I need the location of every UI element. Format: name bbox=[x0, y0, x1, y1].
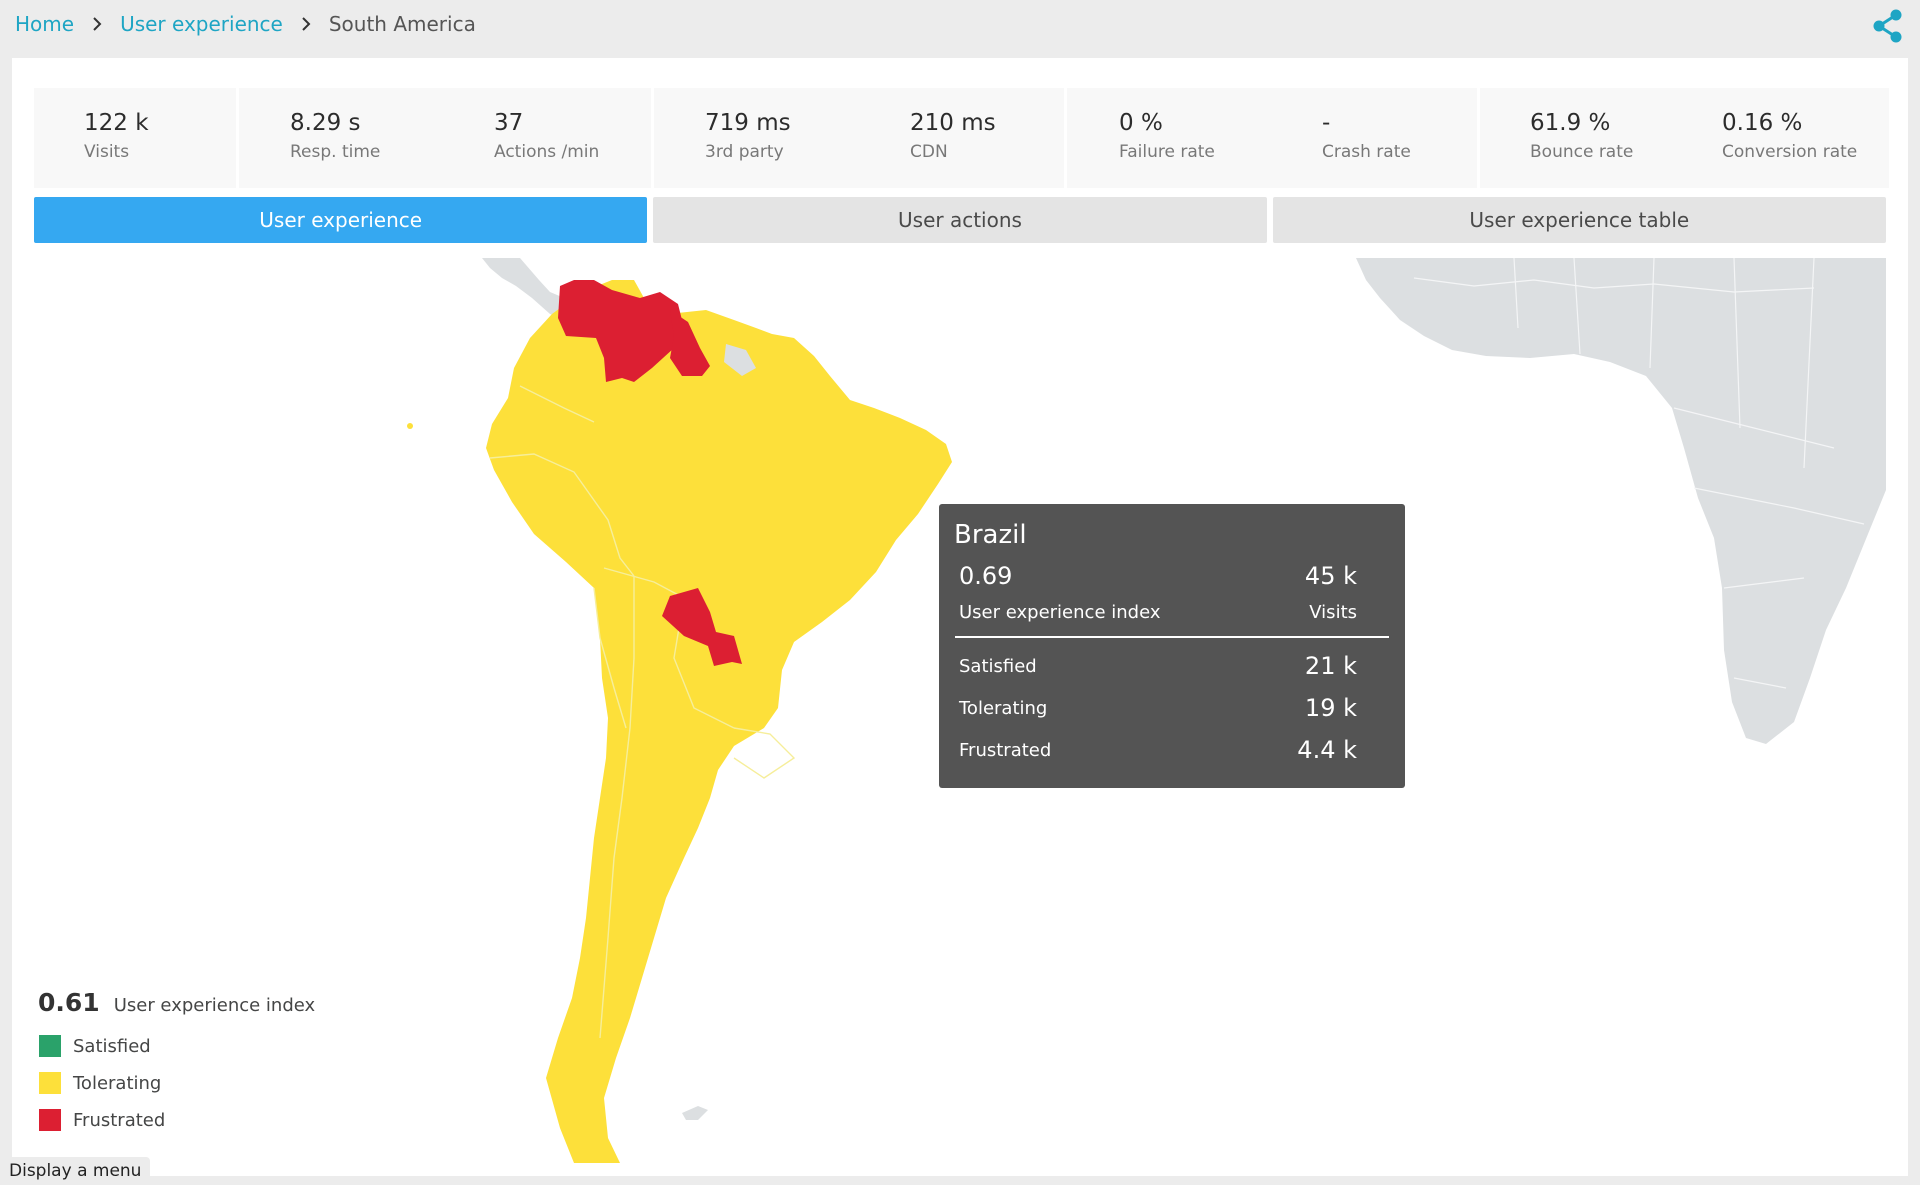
tooltip-summary-values: 0.69 45 k bbox=[959, 562, 1357, 590]
metric-label: 3rd party bbox=[705, 142, 784, 162]
metric-value: 0.16 % bbox=[1722, 110, 1803, 136]
tooltip-row-value: 4.4 k bbox=[1297, 736, 1357, 764]
map-region-falklands bbox=[682, 1106, 708, 1120]
metrics-bar: 122 k Visits 8.29 s Resp. time 37 Action… bbox=[34, 88, 1889, 188]
map-region-galapagos bbox=[407, 423, 413, 429]
legend-index-value: 0.61 bbox=[38, 988, 100, 1017]
metric-value: 0 % bbox=[1119, 110, 1163, 136]
metric-value: 37 bbox=[494, 110, 524, 136]
tooltip-row-label: Tolerating bbox=[959, 697, 1048, 719]
legend: 0.61 User experience index Satisfied Tol… bbox=[38, 988, 315, 1146]
world-map[interactable] bbox=[34, 258, 1886, 1163]
map-africa-borders bbox=[1413, 258, 1865, 689]
share-icon[interactable] bbox=[1870, 8, 1904, 44]
metric-actions-per-min[interactable]: 37 Actions /min bbox=[445, 88, 651, 188]
metric-failure-rate[interactable]: 0 % Failure rate bbox=[1067, 88, 1272, 188]
tooltip-row-tolerating: Tolerating 19 k bbox=[959, 694, 1357, 722]
metric-crash-rate[interactable]: - Crash rate bbox=[1272, 88, 1477, 188]
metric-cdn[interactable]: 210 ms CDN bbox=[859, 88, 1064, 188]
metric-label: Actions /min bbox=[494, 142, 600, 162]
metric-resp-time[interactable]: 8.29 s Resp. time bbox=[239, 88, 445, 188]
map-region-africa bbox=[1356, 258, 1886, 744]
tab-user-experience-table[interactable]: User experience table bbox=[1272, 197, 1886, 243]
map-region-south-america bbox=[486, 280, 952, 1163]
metric-label: Conversion rate bbox=[1722, 142, 1858, 162]
metric-label: Resp. time bbox=[290, 142, 381, 162]
metric-label: CDN bbox=[910, 142, 948, 162]
tooltip-summary-labels: User experience index Visits bbox=[959, 602, 1357, 623]
tooltip-visits-label: Visits bbox=[1309, 602, 1357, 623]
legend-label: Tolerating bbox=[73, 1072, 162, 1094]
breadcrumb: Home User experience South America bbox=[15, 12, 476, 36]
map-canvas bbox=[407, 258, 1886, 1163]
map-region-french-guiana bbox=[724, 344, 756, 376]
legend-swatch-tolerating bbox=[39, 1072, 61, 1094]
legend-item-frustrated: Frustrated bbox=[38, 1109, 315, 1131]
legend-label: Frustrated bbox=[73, 1109, 166, 1131]
display-menu-button[interactable]: Display a menu bbox=[0, 1157, 151, 1185]
tooltip-row-label: Frustrated bbox=[959, 739, 1052, 761]
view-tabs: User experience User actions User experi… bbox=[34, 197, 1886, 243]
top-bar: Home User experience South America bbox=[0, 0, 1920, 54]
tooltip-visits-value: 45 k bbox=[1304, 562, 1357, 590]
legend-swatch-frustrated bbox=[39, 1109, 61, 1131]
tooltip-row-value: 19 k bbox=[1304, 694, 1357, 722]
map-region-guyana bbox=[670, 310, 710, 376]
main-panel: 122 k Visits 8.29 s Resp. time 37 Action… bbox=[12, 58, 1908, 1176]
metric-3rd-party[interactable]: 719 ms 3rd party bbox=[654, 88, 859, 188]
metric-group-visits: 122 k Visits bbox=[34, 88, 236, 188]
tooltip-row-frustrated: Frustrated 4.4 k bbox=[959, 736, 1357, 764]
tooltip-row-satisfied: Satisfied 21 k bbox=[959, 652, 1357, 680]
legend-label: Satisfied bbox=[73, 1035, 151, 1057]
metric-label: Visits bbox=[84, 142, 130, 162]
tab-user-experience[interactable]: User experience bbox=[34, 197, 648, 243]
chevron-right-icon bbox=[93, 17, 102, 31]
tab-user-actions[interactable]: User actions bbox=[653, 197, 1267, 243]
tooltip-divider bbox=[955, 636, 1389, 638]
metric-value: - bbox=[1322, 110, 1331, 136]
metric-visits[interactable]: 122 k Visits bbox=[34, 88, 236, 188]
metric-label: Failure rate bbox=[1119, 142, 1215, 162]
tooltip-index-value: 0.69 bbox=[959, 562, 1013, 590]
metric-conversion-rate[interactable]: 0.16 % Conversion rate bbox=[1684, 88, 1889, 188]
metric-value: 122 k bbox=[84, 110, 149, 136]
tooltip-index-label: User experience index bbox=[959, 602, 1161, 623]
metric-group-errors: 0 % Failure rate - Crash rate bbox=[1067, 88, 1477, 188]
country-tooltip: Brazil 0.69 45 k User experience index V… bbox=[939, 504, 1405, 788]
legend-header: 0.61 User experience index bbox=[38, 988, 315, 1017]
metric-group-performance: 8.29 s Resp. time 37 Actions /min bbox=[239, 88, 651, 188]
chevron-right-icon bbox=[302, 17, 311, 31]
metric-group-network: 719 ms 3rd party 210 ms CDN bbox=[654, 88, 1064, 188]
metric-value: 210 ms bbox=[910, 110, 996, 136]
metric-group-conversion: 61.9 % Bounce rate 0.16 % Conversion rat… bbox=[1480, 88, 1889, 188]
metric-label: Crash rate bbox=[1322, 142, 1411, 162]
tooltip-row-value: 21 k bbox=[1304, 652, 1357, 680]
tooltip-row-label: Satisfied bbox=[959, 655, 1037, 677]
breadcrumb-home[interactable]: Home bbox=[15, 12, 75, 36]
breadcrumb-user-experience[interactable]: User experience bbox=[120, 12, 283, 36]
legend-swatch-satisfied bbox=[39, 1035, 61, 1057]
metric-label: Bounce rate bbox=[1530, 142, 1634, 162]
map-region-paraguay bbox=[662, 588, 742, 666]
breadcrumb-current: South America bbox=[328, 12, 476, 36]
metric-bounce-rate[interactable]: 61.9 % Bounce rate bbox=[1480, 88, 1684, 188]
metric-value: 61.9 % bbox=[1530, 110, 1611, 136]
legend-index-label: User experience index bbox=[113, 995, 316, 1016]
metric-value: 8.29 s bbox=[290, 110, 361, 136]
legend-item-satisfied: Satisfied bbox=[38, 1035, 315, 1057]
metric-value: 719 ms bbox=[705, 110, 791, 136]
tooltip-country: Brazil bbox=[954, 520, 1027, 550]
legend-item-tolerating: Tolerating bbox=[38, 1072, 315, 1094]
map-region-venezuela bbox=[558, 280, 684, 382]
